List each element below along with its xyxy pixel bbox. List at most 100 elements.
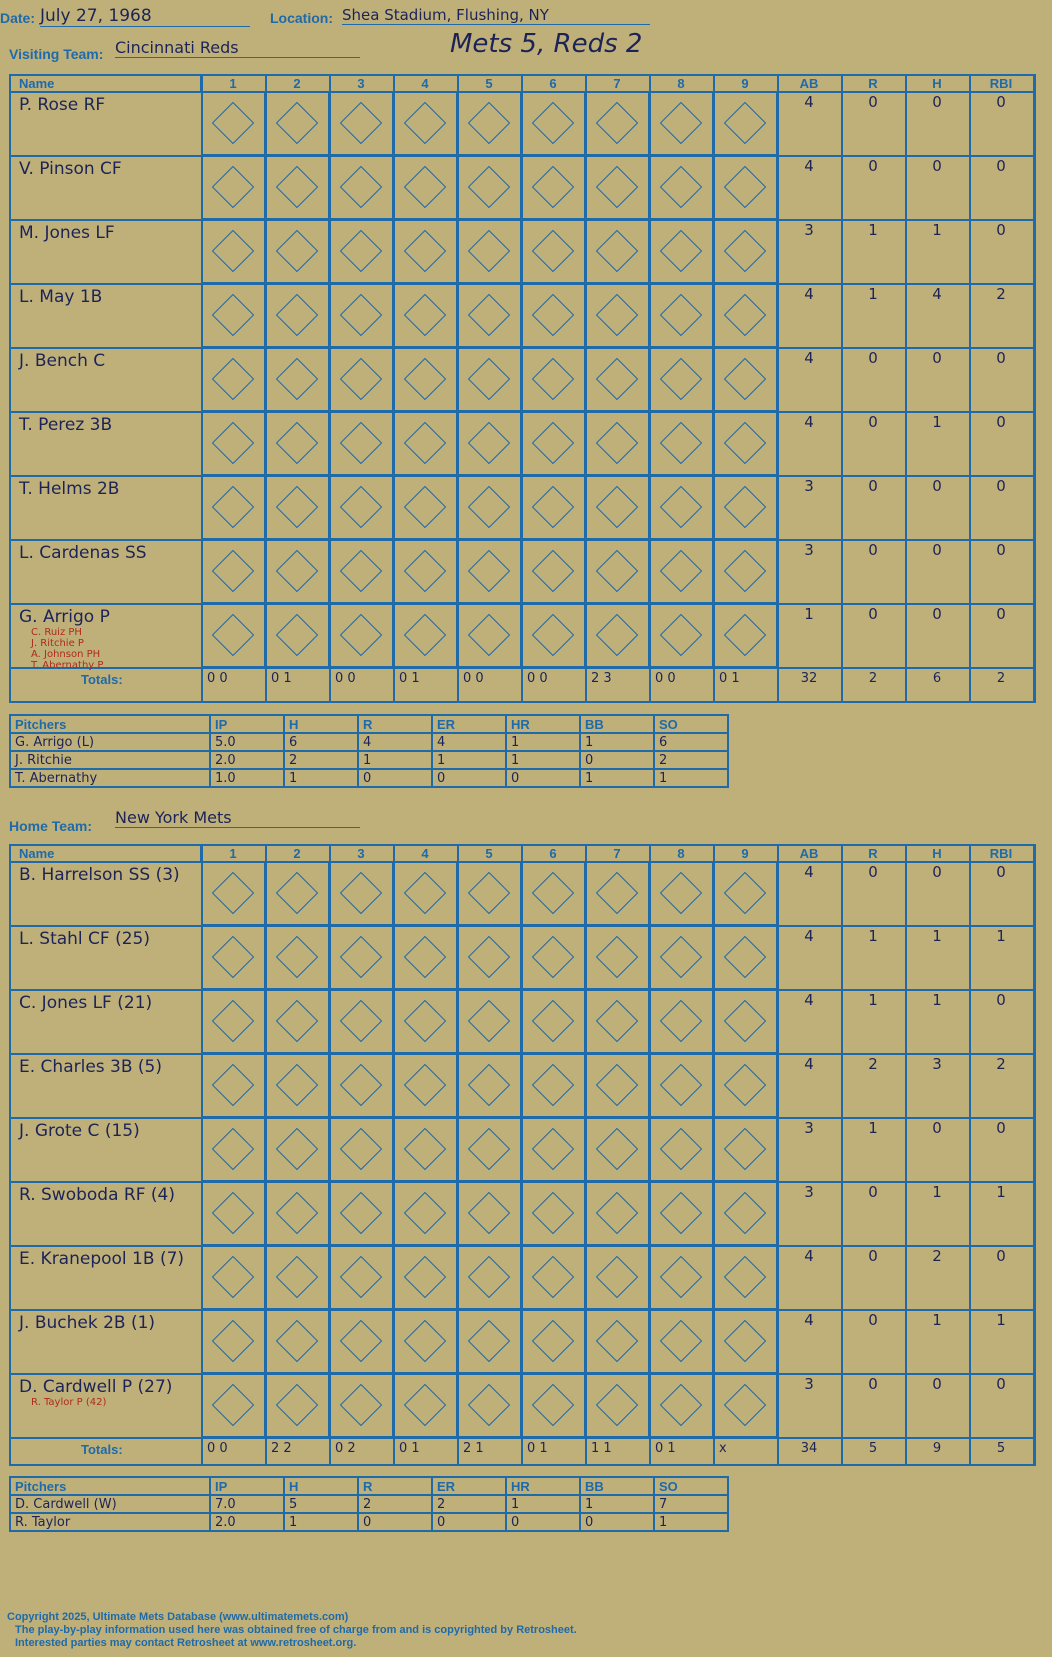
base-diamond (467, 1191, 511, 1235)
inning-cell (713, 411, 777, 475)
column-divider (713, 846, 715, 1464)
base-diamond (339, 1319, 383, 1363)
column-divider (713, 76, 715, 701)
pitcher-cell: 5 (283, 1494, 359, 1514)
player-name: L. Stahl CF (25) (19, 929, 151, 949)
pitcher-cell: 4 (431, 732, 507, 752)
column-divider (393, 846, 395, 1464)
pitchers-header-cell: IP (209, 714, 285, 734)
base-diamond (659, 1063, 703, 1107)
inning-cell (585, 925, 649, 989)
inning-cell (713, 1053, 777, 1117)
base-diamond (467, 229, 511, 273)
inning-cell (201, 219, 265, 283)
base-diamond (275, 1383, 319, 1427)
pitcher-cell: 0 (579, 1512, 655, 1532)
inning-cell (201, 861, 265, 925)
inning-cell (457, 861, 521, 925)
inning-cell (521, 1117, 585, 1181)
stat-r: 1 (868, 285, 878, 303)
stat-ab: 3 (804, 477, 814, 495)
base-diamond (403, 871, 447, 915)
column-header-5: 5 (457, 76, 522, 91)
inning-cell (265, 1309, 329, 1373)
base-diamond (403, 549, 447, 593)
column-divider (841, 76, 843, 701)
inning-total: 0 1 (527, 1441, 548, 1456)
inning-cell (201, 1373, 265, 1437)
column-divider (393, 76, 395, 701)
base-diamond (595, 549, 639, 593)
visiting-team-label: Visiting Team: (9, 46, 104, 62)
base-diamond (531, 1191, 575, 1235)
inning-cell (457, 1053, 521, 1117)
stat-ab: 4 (804, 1247, 814, 1265)
player-name: G. Arrigo P (19, 607, 110, 627)
inning-cell (329, 861, 393, 925)
column-divider (649, 846, 651, 1464)
inning-cell (201, 347, 265, 411)
pitcher-cell: 2 (357, 1494, 433, 1514)
inning-cell (457, 1245, 521, 1309)
base-diamond (531, 1127, 575, 1171)
inning-cell (713, 1373, 777, 1437)
inning-cell (521, 91, 585, 155)
base-diamond (659, 871, 703, 915)
inning-cell (329, 1245, 393, 1309)
inning-cell (585, 219, 649, 283)
column-header-rbi: RBI (969, 76, 1034, 91)
inning-total: 0 2 (335, 1441, 356, 1456)
visitors-pitchers-table: Pitchers IP H R ER HR BB SO G. Arrigo (L) 5.0 6 4 4 1… (9, 714, 729, 788)
inning-cell (201, 1245, 265, 1309)
column-divider (969, 76, 971, 701)
base-diamond (659, 1319, 703, 1363)
inning-cell (329, 603, 393, 667)
column-header-ab: AB (777, 846, 842, 861)
pitcher-cell: 0 (431, 1512, 507, 1532)
base-diamond (339, 485, 383, 529)
pitchers-header-cell: Pitchers (9, 714, 211, 734)
stat-rbi: 0 (996, 991, 1006, 1009)
inning-cell (393, 1245, 457, 1309)
column-header-4: 4 (393, 76, 458, 91)
base-diamond (275, 229, 319, 273)
inning-cell (329, 989, 393, 1053)
inning-cell (521, 1245, 585, 1309)
inning-cell (713, 989, 777, 1053)
column-header-r: R (841, 846, 906, 861)
pitchers-header-cell: HR (505, 714, 581, 734)
inning-cell (393, 91, 457, 155)
stat-rbi: 2 (996, 1055, 1006, 1073)
base-diamond (723, 1063, 767, 1107)
inning-cell (585, 1053, 649, 1117)
column-divider (329, 846, 331, 1464)
column-header-8: 8 (649, 76, 714, 91)
inning-cell (649, 1117, 713, 1181)
inning-cell (393, 219, 457, 283)
inning-cell (265, 1053, 329, 1117)
inning-cell (329, 91, 393, 155)
inning-cell (649, 91, 713, 155)
pitchers-header-cell: Pitchers (9, 1476, 211, 1496)
total-stat: 6 (932, 671, 942, 686)
stat-rbi: 0 (996, 157, 1006, 175)
column-header-1: 1 (201, 846, 266, 861)
pitchers-header-cell: H (283, 1476, 359, 1496)
inning-cell (521, 475, 585, 539)
pitcher-cell: G. Arrigo (L) (9, 732, 211, 752)
inning-total: 0 0 (527, 671, 548, 686)
base-diamond (595, 165, 639, 209)
base-diamond (211, 357, 255, 401)
column-divider (777, 846, 779, 1464)
stat-rbi: 0 (996, 93, 1006, 111)
inning-total: 0 0 (335, 671, 356, 686)
totals-label: Totals: (81, 672, 123, 687)
column-divider (1033, 76, 1035, 701)
inning-cell (521, 283, 585, 347)
base-diamond (659, 613, 703, 657)
base-diamond (339, 1127, 383, 1171)
column-header-7: 7 (585, 76, 650, 91)
base-diamond (723, 1319, 767, 1363)
column-header-2: 2 (265, 846, 330, 861)
pitcher-row: D. Cardwell (W) 7.0 5 2 2 1 1 7 (9, 1494, 729, 1514)
